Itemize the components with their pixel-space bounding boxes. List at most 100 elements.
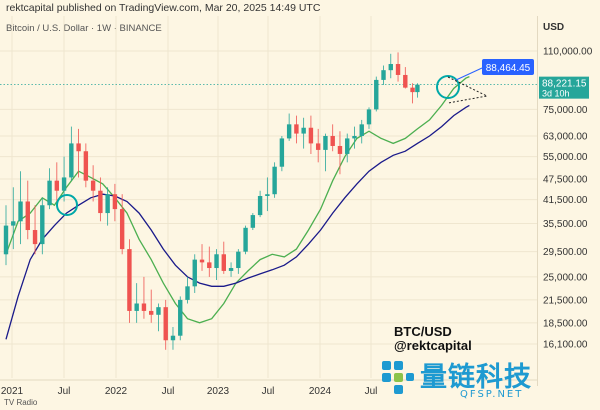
tradingview-footer: TV Radio bbox=[4, 398, 38, 407]
candle-body bbox=[366, 109, 372, 125]
candle-body bbox=[40, 205, 45, 245]
x-tick-label: Jul bbox=[58, 386, 71, 397]
x-tick-label: Jul bbox=[365, 386, 378, 397]
candle-body bbox=[301, 127, 306, 134]
candle-body bbox=[170, 335, 176, 341]
currency-label: USD bbox=[543, 22, 565, 33]
y-tick-label: 75,000.00 bbox=[543, 105, 588, 116]
candle-body bbox=[192, 259, 197, 287]
y-tick-label: 18,500.00 bbox=[543, 318, 588, 329]
candle-body bbox=[54, 180, 60, 191]
y-tick-label: 21,500.00 bbox=[543, 295, 588, 306]
candle-body bbox=[228, 268, 234, 271]
watermark-logo-icon bbox=[382, 361, 414, 394]
candle-body bbox=[83, 151, 89, 181]
candle-body bbox=[221, 254, 226, 271]
candle-body bbox=[330, 135, 335, 146]
candle-body bbox=[403, 74, 408, 88]
callout-connector bbox=[455, 67, 483, 81]
callout-box bbox=[482, 59, 534, 75]
candle-body bbox=[119, 209, 125, 250]
highlight-circle bbox=[436, 75, 460, 99]
candle-body bbox=[25, 201, 30, 231]
x-tick-label: 2024 bbox=[309, 386, 332, 397]
candle-body bbox=[156, 307, 161, 315]
candle-body bbox=[149, 310, 154, 315]
y-tick-label: 55,000.00 bbox=[543, 152, 588, 163]
candle-body bbox=[410, 87, 415, 93]
candle-body bbox=[163, 307, 168, 341]
candle-body bbox=[308, 127, 314, 144]
watermark: 量链科技 QFSP.NET bbox=[380, 355, 600, 403]
candle-body bbox=[272, 166, 277, 195]
x-tick-label: Jul bbox=[162, 386, 175, 397]
candle-body bbox=[178, 299, 183, 336]
candle-body bbox=[112, 194, 118, 210]
y-tick-label: 16,100.00 bbox=[543, 340, 588, 351]
x-tick-label: 2021 bbox=[1, 386, 24, 397]
current-price-badge bbox=[539, 76, 589, 99]
candle-body bbox=[105, 194, 110, 214]
candle-body bbox=[250, 215, 256, 228]
candle-body bbox=[337, 145, 343, 154]
candle-body bbox=[18, 201, 23, 222]
candle-body bbox=[345, 138, 350, 154]
slow-ma-line bbox=[5, 104, 470, 340]
candle-body bbox=[352, 135, 357, 139]
watermark-text: 量链科技 bbox=[420, 362, 532, 393]
candle-body bbox=[185, 286, 190, 300]
candle-body bbox=[32, 230, 38, 245]
candle-body bbox=[134, 303, 139, 311]
grid bbox=[0, 16, 537, 378]
y-tick-label: 47,500.00 bbox=[543, 175, 588, 186]
candle-body bbox=[47, 180, 52, 206]
candle-body bbox=[127, 249, 132, 311]
x-tick-label: Jul bbox=[262, 386, 275, 397]
candle-body bbox=[359, 124, 364, 136]
candle-body bbox=[199, 259, 205, 263]
y-tick-label: 25,000.00 bbox=[543, 272, 588, 283]
candle-body bbox=[243, 227, 248, 252]
candle-body bbox=[257, 195, 263, 216]
projection-wedge bbox=[447, 76, 489, 104]
candle-body bbox=[236, 251, 241, 269]
candle-body bbox=[294, 124, 299, 134]
candle-body bbox=[323, 135, 328, 150]
x-tick-label: 2023 bbox=[207, 386, 230, 397]
callout-price: 88,464.45 bbox=[486, 63, 531, 74]
x-tick-label: 2022 bbox=[105, 386, 128, 397]
candle-body bbox=[395, 64, 401, 75]
candle-body bbox=[98, 190, 103, 214]
candle-body bbox=[76, 143, 81, 152]
author-handle: @rektcapital bbox=[394, 338, 472, 353]
candle-body bbox=[286, 124, 292, 139]
countdown-text: 3d 10h bbox=[542, 89, 570, 99]
y-tick-label: 63,000.00 bbox=[543, 131, 588, 142]
candle-body bbox=[388, 64, 393, 71]
symbol-info: Bitcoin / U.S. Dollar · 1W · BINANCE bbox=[6, 23, 162, 34]
candle-body bbox=[11, 221, 16, 226]
y-tick-label: 110,000.00 bbox=[543, 47, 593, 58]
candle-body bbox=[265, 194, 270, 196]
watermark-url: QFSP.NET bbox=[460, 389, 524, 400]
candle-body bbox=[90, 180, 96, 191]
current-price-text: 88,221.15 bbox=[542, 79, 587, 90]
candle-body bbox=[415, 84, 420, 93]
candle-body bbox=[61, 177, 67, 191]
price-axis-divider bbox=[537, 16, 538, 386]
candle-body bbox=[279, 138, 285, 167]
candle-body bbox=[214, 254, 219, 269]
candle-body bbox=[3, 225, 9, 255]
candle-body bbox=[207, 262, 212, 269]
candle-body bbox=[374, 79, 379, 110]
candle-body bbox=[141, 303, 147, 311]
y-tick-label: 35,500.00 bbox=[543, 219, 588, 230]
pair-label: BTC/USD bbox=[394, 324, 452, 339]
candle-body bbox=[381, 70, 386, 80]
y-tick-label: 29,500.00 bbox=[543, 247, 588, 258]
publish-info: rektcapital published on TradingView.com… bbox=[6, 2, 321, 14]
chart-header bbox=[0, 0, 600, 16]
highlight-circle bbox=[56, 194, 78, 216]
y-tick-label: 41,500.00 bbox=[543, 195, 588, 206]
